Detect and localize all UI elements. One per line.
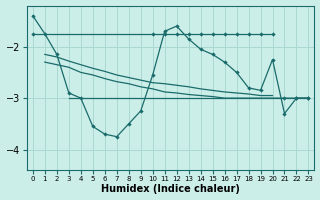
X-axis label: Humidex (Indice chaleur): Humidex (Indice chaleur) xyxy=(101,184,240,194)
